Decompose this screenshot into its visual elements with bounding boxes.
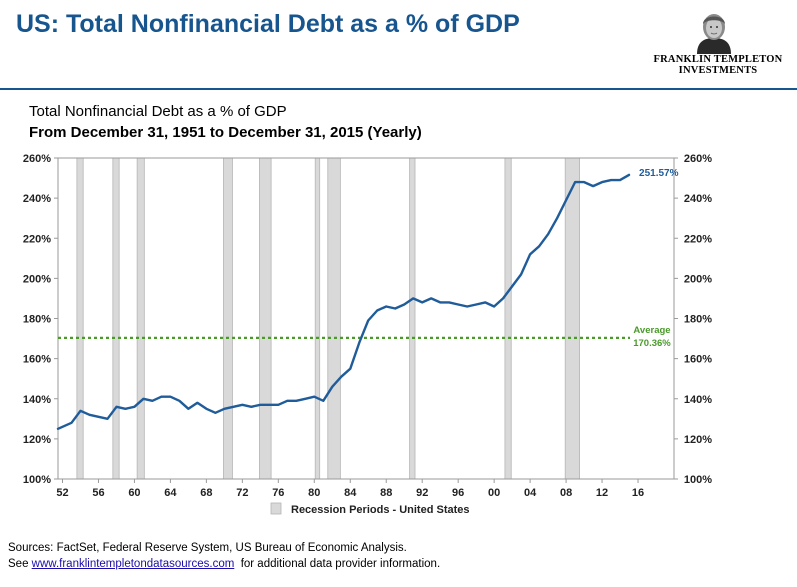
x-tick-label: 00 [488,487,500,499]
recession-bands [76,157,580,480]
series-group: 251.57% [56,168,679,430]
series-line [56,173,631,430]
chart-subtitle: From December 31, 1951 to December 31, 2… [29,124,422,141]
x-tick-label: 76 [272,487,284,499]
franklin-templeton-logo: FRANKLIN TEMPLETON INVESTMENTS [648,8,788,78]
x-tick-label: 16 [632,487,644,499]
x-tick-label: 84 [344,487,357,499]
y-tick-label-right: 260% [684,153,712,165]
recession-band [136,157,145,480]
y-tick-label: 100% [23,474,51,486]
sources-note: Sources: FactSet, Federal Reserve System… [8,542,407,554]
y-tick-label: 120% [23,434,51,446]
see-prefix: See [8,558,29,570]
y-tick-label-right: 120% [684,434,712,446]
legend-swatch [270,502,282,515]
y-tick-label-right: 200% [684,273,712,285]
y-tick-label-right: 220% [684,233,712,245]
y-tick-label: 140% [23,394,51,406]
average-value-label: 170.36% [633,338,671,349]
y-axis-right: 100% 120% 140% 160% 180% 200% 220% 240% 260% [674,153,712,486]
chart-title: Total Nonfinancial Debt as a % of GDP [29,103,287,120]
x-tick-label: 88 [380,487,392,499]
recession-band [409,157,416,480]
y-tick-label-right: 160% [684,354,712,366]
x-tick-label: 96 [452,487,464,499]
data-sources-link[interactable]: www.franklintempletondatasources.com [31,558,235,570]
see-suffix: for additional data provider information… [240,558,441,570]
recession-band [314,157,321,480]
x-tick-label: 12 [596,487,608,499]
logo-line-2: INVESTMENTS [678,65,758,76]
x-axis: 52 56 60 64 68 72 76 80 84 88 92 96 00 04 08 12 16 [56,479,644,499]
recession-band [259,157,272,480]
y-tick-label: 180% [23,314,51,326]
x-tick-label: 68 [200,487,212,499]
benjamin-franklin-portrait-icon [697,14,731,54]
y-tick-label-right: 240% [684,193,712,205]
data-provider-note: See www.franklintempletondatasources.com… [8,558,440,570]
x-tick-label: 64 [164,487,177,499]
average-label: Average [633,325,670,336]
y-axis-left: 100% 120% 140% 160% 180% 200% 220% 240% 260% [23,153,58,486]
y-tick-label-right: 180% [684,314,712,326]
x-tick-label: 56 [92,487,104,499]
legend-label: Recession Periods - United States [291,504,470,516]
recession-band [504,157,512,480]
x-tick-label: 08 [560,487,572,499]
y-tick-label: 220% [23,233,51,245]
recession-band [223,157,233,480]
recession-band [327,157,341,480]
x-tick-label: 92 [416,487,428,499]
legend: Recession Periods - United States [270,502,470,516]
y-tick-label-right: 140% [684,394,712,406]
average-line-group: Average 170.36% [58,325,671,349]
y-tick-label: 160% [23,354,51,366]
x-tick-label: 60 [128,487,140,499]
title-divider [0,88,797,90]
slide-title: US: Total Nonfinancial Debt as a % of GD… [16,10,520,38]
y-tick-label: 240% [23,193,51,205]
recession-band [76,157,84,480]
recession-band [112,157,120,480]
x-tick-label: 72 [236,487,248,499]
x-tick-label: 04 [524,487,537,499]
y-tick-label-right: 100% [684,474,712,486]
x-tick-label: 80 [308,487,320,499]
x-tick-label: 52 [56,487,68,499]
y-tick-label: 260% [23,153,51,165]
y-tick-label: 200% [23,273,51,285]
series-end-label: 251.57% [639,168,679,179]
logo-line-1: FRANKLIN TEMPLETON [653,54,783,65]
plot-area-frame [57,157,675,480]
recession-band [564,157,580,480]
